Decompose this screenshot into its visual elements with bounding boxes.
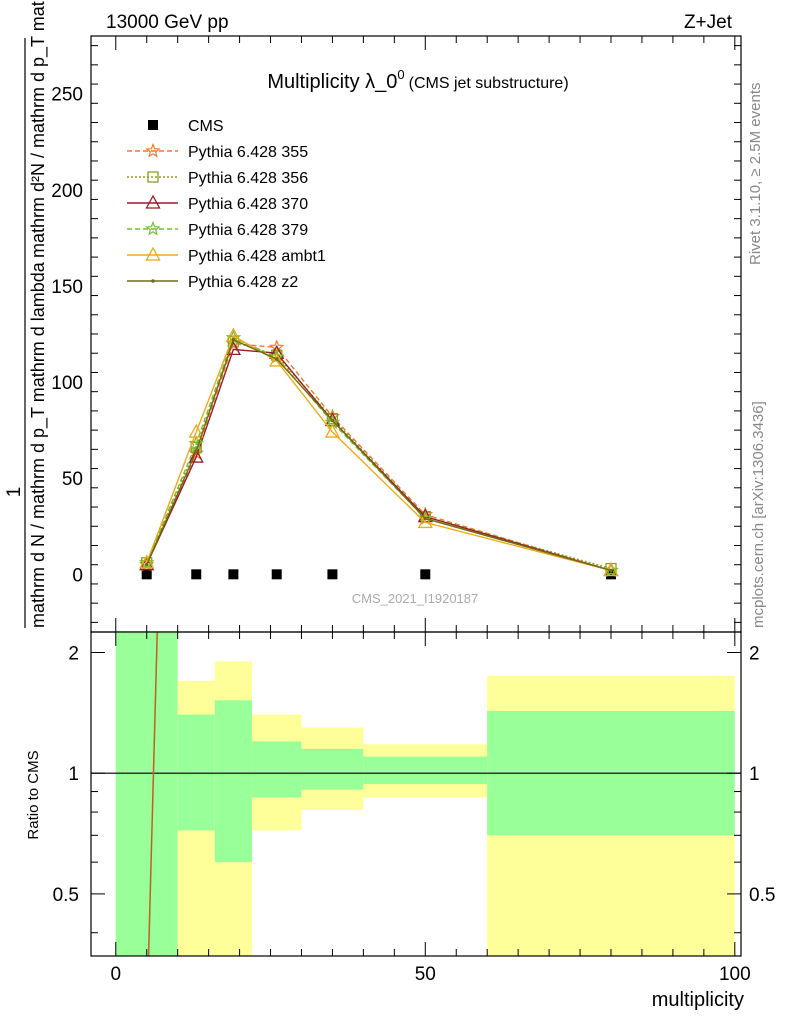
plot-title: Multiplicity λ_00 (CMS jet substructure) (267, 67, 568, 93)
main-ytick-label: 50 (62, 469, 83, 490)
main-ytick-label: 250 (51, 85, 83, 106)
legend-label-6: Pythia 6.428 z2 (188, 274, 298, 291)
series-point-0 (141, 569, 152, 580)
series-point-6 (274, 357, 279, 361)
ratio-band-green-4 (301, 748, 364, 790)
main-ytick-label: 0 (72, 565, 83, 586)
main-plot: 0 50 100 150 200 250 CMS Pythia 6.428 355 Pythia… (51, 35, 742, 633)
header-right: Z+Jet (684, 12, 733, 33)
series-line-5 (146, 334, 612, 572)
series-point-3 (188, 448, 204, 463)
ratio-ytick-label-right: 2 (749, 644, 760, 665)
series-1 (138, 335, 619, 578)
series-line-6 (146, 338, 612, 572)
series-0 (141, 569, 616, 580)
legend: CMS Pythia 6.428 355 Pythia 6.428 356 Pythi… (127, 118, 326, 291)
legend-marker-3 (145, 194, 161, 209)
ratio-ylabel: Ratio to CMS (25, 750, 42, 839)
header-left: 13000 GeV pp (106, 12, 229, 33)
series-3 (139, 341, 619, 577)
series-point-5 (139, 554, 155, 569)
ylabel-main: mathrm d N / mathrm d p_T mathrm d lambd… (28, 261, 49, 628)
series-2 (141, 336, 617, 575)
ratio-xtick-label: 50 (415, 964, 436, 985)
legend-label-1: Pythia 6.428 355 (188, 144, 308, 161)
ratio-ytick-label-left: 1 (68, 764, 79, 785)
legend-marker-6 (151, 279, 155, 283)
series-point-4 (603, 562, 619, 578)
plot-title-main: Multiplicity λ_0 (267, 71, 397, 93)
legend-label-0: CMS (188, 118, 224, 135)
ratio-ytick-label-left: 0.5 (53, 885, 79, 906)
ratio-mc-line (147, 631, 158, 957)
series-5 (139, 327, 619, 577)
series-line-4 (146, 336, 612, 572)
rivet-label: Rivet 3.1.10, ≥ 2.5M events (747, 83, 764, 266)
main-ytick-label: 150 (51, 277, 83, 298)
series-line-3 (146, 348, 612, 572)
series-point-6 (330, 418, 335, 423)
series-6 (144, 337, 613, 573)
legend-marker-2 (147, 171, 159, 183)
ratio-ytick-label-left: 2 (68, 644, 79, 665)
main-ylabel: 1 mathrm d N / mathrm d p_T mathrm d lam… (4, 0, 49, 628)
plot-title-sup: 0 (397, 67, 404, 82)
ratio-xtick-label: 100 (719, 964, 751, 985)
series-point-5 (188, 423, 204, 438)
series-4 (138, 329, 619, 578)
ratio-band-green-5 (363, 756, 488, 784)
ratio-ytick-label-right: 1 (749, 764, 760, 785)
series-point-6 (423, 516, 428, 521)
legend-label-5: Pythia 6.428 ambt1 (188, 248, 326, 265)
ylabel-frac-top: 1 (4, 487, 25, 498)
legend-label-2: Pythia 6.428 356 (188, 170, 308, 187)
series-point-0 (327, 569, 338, 580)
series-point-4 (417, 510, 434, 526)
series-point-6 (194, 449, 199, 454)
series-point-0 (228, 569, 239, 580)
series-point-6 (144, 562, 149, 567)
ratio-frame (90, 631, 742, 957)
series-point-5 (417, 514, 433, 529)
series-point-4 (188, 435, 204, 451)
ratio-band-green-1 (177, 714, 215, 831)
ratio-band-green-2 (214, 700, 252, 863)
series-point-0 (420, 569, 431, 580)
ratio-plot: 0 50 100 0.5 0.5 1 1 2 2 (53, 631, 775, 985)
ratio-band-green-3 (251, 741, 302, 798)
series-point-0 (271, 569, 282, 580)
series-line-1 (146, 342, 612, 572)
series-point-0 (606, 569, 616, 580)
series-line-2 (146, 340, 612, 570)
series-point-0 (191, 569, 202, 580)
ratio-xtick-label: 0 (110, 964, 121, 985)
legend-marker-5 (145, 246, 161, 261)
main-ytick-label: 100 (51, 373, 83, 394)
series-point-5 (269, 352, 285, 367)
series-point-6 (231, 337, 236, 342)
series-point-6 (609, 568, 613, 573)
legend-label-4: Pythia 6.428 379 (188, 222, 308, 239)
series-point-5 (324, 423, 341, 438)
ratio-ytick-label-right: 0.5 (749, 885, 775, 906)
ylabel-upper: mathrm d²N / mathrm d p_T mathrm d lambd… (28, 0, 49, 258)
main-ytick-label: 200 (51, 181, 83, 202)
analysis-watermark: CMS_2021_I1920187 (352, 591, 479, 606)
plot-title-sub: (CMS jet substructure) (409, 75, 569, 92)
ratio-band-green-0 (115, 632, 178, 956)
legend-marker-0 (148, 120, 158, 130)
legend-label-3: Pythia 6.428 370 (188, 196, 308, 213)
legend-marker-1 (145, 142, 161, 158)
legend-marker-4 (145, 220, 161, 236)
xlabel: multiplicity (652, 989, 744, 1011)
mcplots-label: mcplots.cern.ch [arXiv:1306.3436] (750, 401, 767, 628)
